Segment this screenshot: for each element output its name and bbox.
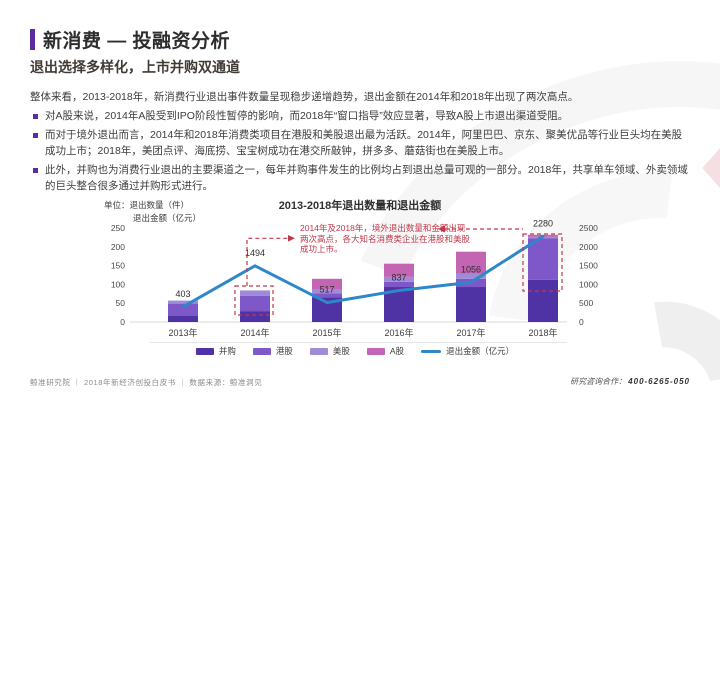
legend-swatch	[309, 347, 328, 355]
bar-segment-a	[312, 278, 342, 289]
bar-segment-hk	[312, 293, 342, 298]
legend-line-swatch	[421, 349, 442, 353]
category-label: 2017年	[456, 327, 485, 338]
highlight-box-2014	[234, 285, 274, 316]
left-axis-tick: 150	[111, 261, 125, 271]
bar-segment-hk	[168, 303, 198, 316]
category-label: 2018年	[528, 327, 557, 338]
footer-contact: 研究咨询合作： 400-6265-050	[570, 376, 690, 387]
page-subtitle: 退出选择多样化，上市并购双通道	[30, 59, 240, 75]
bar-segment-hk	[528, 238, 558, 280]
bar-segment-merger	[240, 311, 270, 322]
right-axis-tick: 500	[579, 298, 593, 308]
bar-segment-merger	[168, 316, 198, 322]
left-axis-tick: 200	[111, 242, 125, 252]
bar-segment-us	[240, 290, 270, 296]
chart-title: 2013-2018年退出数量和退出金额	[278, 200, 442, 212]
intro-paragraph: 整体来看，2013-2018年，新消费行业退出事件数量呈现稳步递增趋势，退出金额…	[30, 91, 579, 103]
annotation-arrow-left	[246, 237, 288, 286]
bar-segment-hk	[384, 281, 414, 288]
annotation-arrowhead-right	[288, 235, 295, 242]
left-axis-tick: 50	[116, 298, 126, 308]
legend-swatch	[252, 347, 271, 355]
chart-unit-label: 单位：退出数量（件） 退出金额（亿元）	[104, 199, 201, 225]
combo-chart-svg: 050100150200250050010001500200025002013年…	[111, 218, 598, 338]
chart-annotation: 2014年及2018年，境外退出数量和金额出现两次高点，各大知名消费类企业在港股…	[300, 223, 471, 255]
unit-line-1: 单位：退出数量（件）	[104, 200, 190, 210]
right-axis-tick: 2500	[579, 223, 598, 233]
highlight-box-2018	[522, 233, 563, 292]
line-data-label: 403	[175, 289, 190, 299]
right-axis-tick: 2000	[579, 242, 598, 252]
left-axis-tick: 0	[120, 317, 125, 327]
bar-segment-a	[384, 263, 414, 277]
bar-segment-us	[384, 276, 414, 282]
bar-segment-merger	[528, 279, 558, 322]
right-axis-tick: 1000	[579, 279, 598, 289]
right-axis-tick: 1500	[579, 261, 598, 271]
legend-item-a: A股	[366, 345, 405, 357]
legend-item-us: 美股	[309, 345, 350, 357]
line-data-label: 837	[391, 273, 406, 283]
bar-segment-hk	[240, 295, 270, 312]
bar-segment-merger	[456, 287, 486, 322]
legend-label: 港股	[275, 346, 293, 356]
page-title: 新消费 — 投融资分析	[43, 31, 231, 52]
category-label: 2015年	[312, 327, 341, 338]
line-data-label: 1056	[461, 264, 481, 274]
legend-label: 并购	[218, 346, 236, 356]
category-label: 2016年	[384, 327, 413, 338]
bullet-item: 对A股来说，2014年A股受到IPO阶段性暂停的影响，而2018年“窗口指导”效…	[30, 109, 692, 125]
legend-swatch	[366, 347, 385, 355]
contact-label: 研究咨询合作：	[570, 377, 627, 386]
legend-divider	[150, 342, 567, 343]
body-text: 整体来看，2013-2018年，新消费行业退出事件数量呈现稳步递增趋势，退出金额…	[30, 90, 692, 195]
annotation-arrowhead-left	[438, 225, 445, 233]
unit-line-2: 退出金额（亿元）	[133, 212, 202, 223]
bar-segment-a	[456, 251, 486, 274]
legend-item-hk: 港股	[252, 345, 293, 357]
line-data-label: 1494	[245, 248, 265, 258]
legend-swatch	[195, 347, 214, 355]
category-label: 2014年	[240, 327, 269, 338]
contact-phone: 400-6265-050	[628, 377, 690, 386]
chart-legend: 并购 港股 美股 A股 退出金额（亿元）	[85, 345, 625, 357]
legend-item-line: 退出金额（亿元）	[421, 345, 514, 357]
bullet-item: 而对于境外退出而言，2014年和2018年消费类项目在港股和美股退出最为活跃。2…	[30, 128, 692, 160]
line-data-label: 2280	[533, 218, 553, 228]
legend-label: 美股	[332, 346, 350, 356]
bar-segment-us	[456, 273, 486, 279]
slide-header: 新消费 — 投融资分析	[30, 26, 230, 53]
legend-item-merger: 并购	[195, 345, 236, 357]
legend-label: A股	[389, 346, 405, 356]
bullet-item: 此外，并购也为消费行业退出的主要渠道之一，每年并购事件发生的比例均占到退出总量可…	[30, 163, 692, 195]
bar-segment-us	[168, 300, 198, 304]
title-accent-bar	[30, 29, 35, 50]
footer-attribution: 鲸准研究院 ｜ 2018年新经济创投白皮书 ｜ 数据来源：鲸准洞见	[30, 378, 263, 387]
line-data-label: 517	[319, 285, 334, 295]
legend-label: 退出金额（亿元）	[446, 346, 515, 356]
exit-combo-chart: 0 50 100 150 200 250 0 500 1000 1500 2000 2500 2013年…	[85, 193, 625, 369]
exit-amount-line	[181, 234, 545, 309]
right-axis-tick: 0	[579, 317, 584, 327]
bar-segment-us	[312, 288, 342, 294]
category-label: 2013年	[168, 327, 197, 338]
left-axis-tick: 100	[111, 279, 125, 289]
left-axis-tick: 250	[111, 223, 125, 233]
